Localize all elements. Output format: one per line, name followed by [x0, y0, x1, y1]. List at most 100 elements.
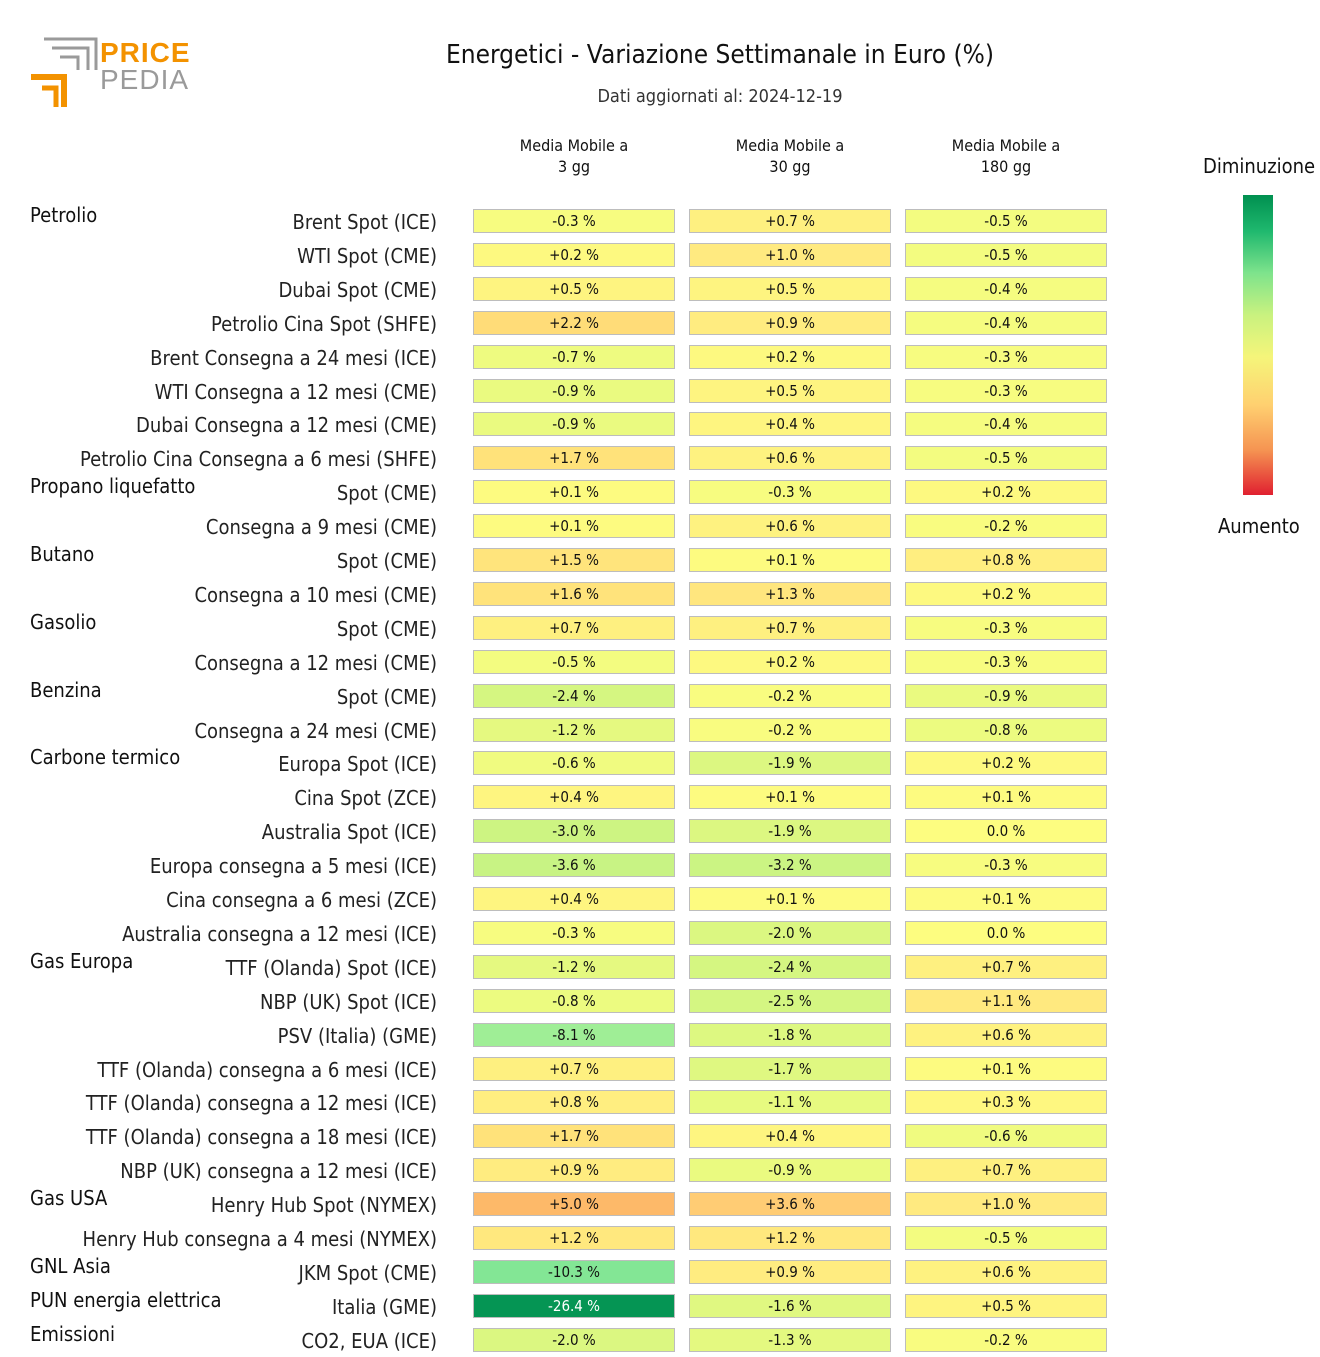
heatmap-cell: +0.6 % [905, 1260, 1107, 1284]
pricepedia-logo: PRICE PEDIA [30, 36, 190, 111]
heatmap-cell: +0.4 % [473, 887, 675, 911]
heatmap-cell: -1.3 % [689, 1328, 891, 1352]
heatmap-cell: -0.2 % [905, 514, 1107, 538]
heatmap-cell: -0.3 % [905, 616, 1107, 640]
heatmap-cell: 0.0 % [905, 921, 1107, 945]
heatmap-cell: +0.7 % [689, 616, 891, 640]
heatmap-cell: -2.4 % [473, 684, 675, 708]
row-label: CO2, EUA (ICE) [301, 1329, 437, 1353]
row-label: Australia consegna a 12 mesi (ICE) [122, 922, 437, 946]
heatmap-cell: +0.4 % [473, 785, 675, 809]
heatmap-cell: -0.8 % [905, 718, 1107, 742]
group-label: Petrolio [30, 203, 98, 227]
heatmap-cell: +0.5 % [689, 277, 891, 301]
heatmap-cell: +1.7 % [473, 1124, 675, 1148]
heatmap-cell: -0.9 % [473, 412, 675, 436]
heatmap-cell: +0.2 % [689, 345, 891, 369]
chart-title: Energetici - Variazione Settimanale in E… [445, 40, 995, 70]
heatmap-cell: -0.2 % [689, 684, 891, 708]
row-label: Spot (CME) [336, 549, 437, 573]
group-label: Carbone termico [30, 745, 181, 769]
row-label: Spot (CME) [336, 685, 437, 709]
heatmap-cell: +1.5 % [473, 548, 675, 572]
row-label: Henry Hub Spot (NYMEX) [210, 1193, 437, 1217]
heatmap-cell: -0.9 % [905, 684, 1107, 708]
row-label: Cina Spot (ZCE) [294, 786, 437, 810]
heatmap-cell: +1.3 % [689, 582, 891, 606]
heatmap-cell: -0.4 % [905, 311, 1107, 335]
heatmap-cell: +1.1 % [905, 989, 1107, 1013]
heatmap-cell: +0.4 % [689, 412, 891, 436]
heatmap-cell: +0.3 % [905, 1090, 1107, 1114]
heatmap-cell: -2.4 % [689, 955, 891, 979]
row-label: TTF (Olanda) consegna a 18 mesi (ICE) [85, 1125, 437, 1149]
column-header-line: Media Mobile a [951, 136, 1061, 155]
heatmap-cell: +0.6 % [689, 514, 891, 538]
heatmap-cell: -0.3 % [905, 379, 1107, 403]
heatmap-cell: -1.6 % [689, 1294, 891, 1318]
heatmap-cell: +0.6 % [689, 446, 891, 470]
heatmap-cell: +0.2 % [905, 751, 1107, 775]
heatmap-cell: +0.1 % [905, 1057, 1107, 1081]
row-label: WTI Consegna a 12 mesi (CME) [154, 380, 437, 404]
row-label: Consegna a 10 mesi (CME) [194, 583, 437, 607]
heatmap-cell: -0.2 % [689, 718, 891, 742]
heatmap-cell: -0.5 % [473, 650, 675, 674]
pricepedia-logo-mark [31, 37, 98, 107]
row-label: Europa Spot (ICE) [278, 752, 437, 776]
heatmap-cell: +0.1 % [689, 785, 891, 809]
heatmap-cell: +0.6 % [905, 1023, 1107, 1047]
heatmap-cell: +1.6 % [473, 582, 675, 606]
heatmap-cell: +0.7 % [689, 209, 891, 233]
group-label: Gasolio [30, 610, 97, 634]
row-label: PSV (Italia) (GME) [277, 1024, 437, 1048]
row-label: Spot (CME) [336, 481, 437, 505]
row-label: Brent Spot (ICE) [292, 210, 437, 234]
group-label: Gas Europa [30, 949, 134, 973]
heatmap-cell: +2.2 % [473, 311, 675, 335]
heatmap-cell: -2.5 % [689, 989, 891, 1013]
row-label: TTF (Olanda) Spot (ICE) [225, 956, 437, 980]
heatmap-cell: -1.8 % [689, 1023, 891, 1047]
row-label: Dubai Spot (CME) [278, 278, 437, 302]
heatmap-cell: -1.2 % [473, 718, 675, 742]
row-label: TTF (Olanda) consegna a 12 mesi (ICE) [85, 1091, 437, 1115]
heatmap-cell: -0.5 % [905, 209, 1107, 233]
heatmap-cell: -0.8 % [473, 989, 675, 1013]
group-label: PUN energia elettrica [30, 1288, 222, 1312]
legend-bottom-label: Aumento [1218, 514, 1300, 538]
heatmap-cell: +0.1 % [473, 480, 675, 504]
row-label: Italia (GME) [332, 1295, 437, 1319]
column-header-line: Media Mobile a [735, 136, 845, 155]
heatmap-cell: -8.1 % [473, 1023, 675, 1047]
heatmap-cell: +0.2 % [473, 243, 675, 267]
heatmap-cell: +1.0 % [689, 243, 891, 267]
column-header-30gg: Media Mobile a 30 gg [689, 135, 891, 177]
row-label: Consegna a 12 mesi (CME) [194, 651, 437, 675]
heatmap-cell: +0.2 % [689, 650, 891, 674]
heatmap-cell: -3.2 % [689, 853, 891, 877]
heatmap-cell: +0.2 % [905, 582, 1107, 606]
heatmap-cell: -0.3 % [905, 650, 1107, 674]
row-label: Petrolio Cina Consegna a 6 mesi (SHFE) [80, 447, 437, 471]
column-header-line: 180 gg [980, 157, 1032, 176]
column-header-line: 3 gg [557, 157, 590, 176]
group-label: GNL Asia [30, 1254, 111, 1278]
group-label: Benzina [30, 678, 102, 702]
heatmap-cell: -3.0 % [473, 819, 675, 843]
heatmap-cell: -0.5 % [905, 243, 1107, 267]
row-label: Brent Consegna a 24 mesi (ICE) [150, 346, 437, 370]
column-header-180gg: Media Mobile a 180 gg [905, 135, 1107, 177]
row-label: Cina consegna a 6 mesi (ZCE) [166, 888, 437, 912]
heatmap-cell: +0.4 % [689, 1124, 891, 1148]
heatmap-cell: +0.5 % [689, 379, 891, 403]
heatmap-cell: +0.8 % [905, 548, 1107, 572]
row-label: WTI Spot (CME) [297, 244, 437, 268]
heatmap-cell: -0.3 % [689, 480, 891, 504]
heatmap-cell: -2.0 % [473, 1328, 675, 1352]
heatmap-cell: -2.0 % [689, 921, 891, 945]
row-label: Europa consegna a 5 mesi (ICE) [149, 854, 437, 878]
row-label: Dubai Consegna a 12 mesi (CME) [136, 413, 437, 437]
heatmap-cell: -1.1 % [689, 1090, 891, 1114]
heatmap-cell: -3.6 % [473, 853, 675, 877]
